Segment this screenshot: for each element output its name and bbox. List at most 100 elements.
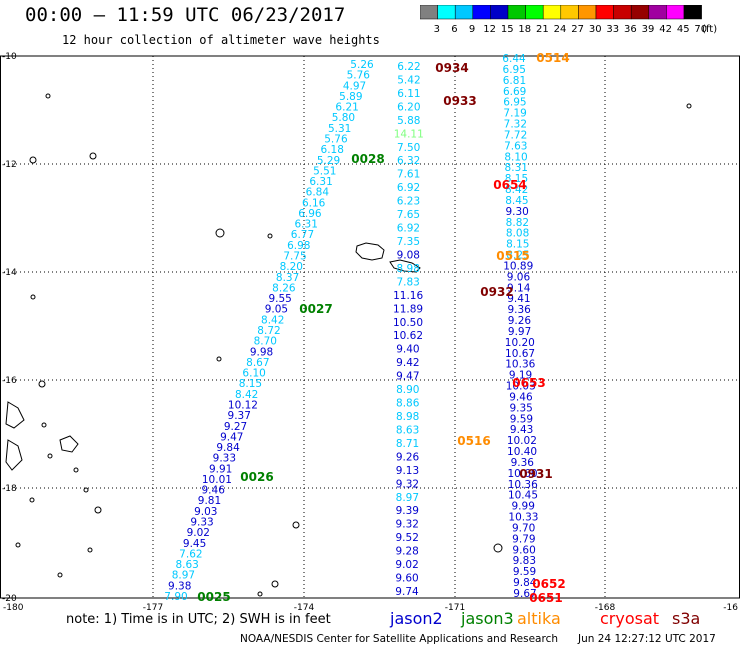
swh-value: 9.60 [395, 573, 418, 585]
swh-value: 9.84 [513, 577, 537, 589]
swh-value: 9.43 [510, 424, 533, 436]
pass-time-label: 0652 [532, 577, 565, 591]
swh-value: 9.46 [202, 485, 226, 497]
swh-value: 6.96 [298, 208, 322, 220]
island [47, 453, 53, 459]
swh-value: 9.26 [396, 451, 420, 463]
pass-time-label: 0651 [529, 591, 562, 605]
swh-value: 9.98 [250, 346, 273, 358]
island-fiji [5, 401, 25, 429]
swh-value: 9.41 [507, 293, 530, 305]
island [267, 233, 273, 239]
swh-value: 10.12 [228, 399, 258, 411]
swh-value: 9.59 [513, 566, 536, 578]
swh-value: 14.11 [394, 128, 424, 140]
colorbar: 3 6 9 12 15 18 21 24 27 30 33 36 39 42 45 70(ft) [420, 5, 717, 35]
swh-value: 8.98 [396, 411, 419, 423]
swh-value: 9.45 [183, 538, 206, 550]
swh-value: 7.72 [504, 129, 527, 141]
swh-value: 6.32 [397, 155, 420, 167]
swh-value: 6.84 [306, 187, 330, 199]
swh-value: 8.97 [396, 492, 419, 504]
swh-value: 7.50 [397, 142, 420, 154]
swh-value: 8.10 [504, 151, 527, 163]
swh-value: 6.16 [302, 197, 326, 209]
swh-value: 8.63 [175, 559, 198, 571]
swh-value: 9.59 [510, 413, 533, 425]
island [89, 152, 97, 160]
colorbar-label: 27 [571, 24, 584, 35]
satellite-tracks: 5.265.764.975.896.215.805.315.766.185.29… [164, 51, 569, 605]
swh-value: 6.81 [503, 75, 526, 87]
island [493, 543, 503, 553]
swh-value: 8.37 [276, 272, 299, 284]
x-tick-label: -171 [445, 603, 465, 613]
islands [5, 93, 692, 597]
y-tick-label: -20 [2, 594, 17, 604]
colorbar-label: 30 [589, 24, 602, 35]
swh-value: 9.28 [395, 546, 418, 558]
swh-value: 8.26 [272, 282, 296, 294]
swh-value: 6.69 [503, 86, 526, 98]
swh-value: 9.38 [168, 580, 191, 592]
swh-value: 9.37 [228, 410, 251, 422]
swh-value: 9.26 [508, 315, 532, 327]
pass-time-label: 0516 [457, 434, 490, 448]
swh-value: 7.32 [504, 119, 527, 131]
pass-time-label: 0654 [493, 178, 526, 192]
swh-value: 6.23 [397, 196, 420, 208]
legend-item-cryosat: cryosat [600, 609, 660, 628]
swh-value: 10.03 [506, 381, 536, 393]
swh-value: 9.33 [213, 453, 236, 465]
y-tick-label: -16 [2, 376, 17, 386]
swh-value: 9.36 [507, 304, 531, 316]
swh-value: 8.15 [505, 173, 528, 185]
swh-value: 10.40 [507, 446, 537, 458]
swh-value: 7.83 [396, 276, 419, 288]
pass-time-label: 0026 [240, 470, 273, 484]
swh-value: 8.90 [396, 384, 419, 396]
pass-time-label: 0932 [480, 285, 513, 299]
legend-item-jason3: jason3 [461, 609, 514, 628]
swh-value: 9.30 [505, 206, 528, 218]
island [45, 93, 51, 99]
island [29, 497, 35, 503]
swh-value: 7.19 [503, 108, 526, 120]
swh-value: 8.70 [254, 336, 277, 348]
swh-value: 11.16 [393, 290, 423, 302]
colorbar-label: (ft) [702, 24, 717, 35]
swh-value: 8.86 [396, 398, 420, 410]
swh-value: 8.63 [396, 424, 419, 436]
pass-time-label: 0025 [197, 590, 230, 604]
island [271, 580, 279, 588]
island [83, 487, 89, 493]
swh-value: 6.10 [242, 368, 265, 380]
colorbar-label: 21 [536, 24, 549, 35]
legend-item-s3a: s3a [672, 609, 701, 628]
swh-value: 5.51 [313, 165, 336, 177]
swh-value: 10.67 [505, 348, 535, 360]
swh-value: 6.44 [502, 53, 526, 65]
swh-value: 9.81 [198, 495, 221, 507]
y-tick-label: -12 [2, 160, 17, 170]
swh-value: 7.75 [283, 251, 306, 263]
colorbar-label: 70 [694, 24, 707, 35]
swh-value: 5.31 [328, 123, 351, 135]
swh-value: 9.27 [224, 421, 247, 433]
swh-value: 10.36 [508, 479, 538, 491]
grid [0, 55, 740, 599]
island [38, 380, 46, 388]
colorbar-label: 15 [501, 24, 514, 35]
axis-ticks: -180 -177 -174 -171 -168 -16 -10 -12 -14 -16 -18 -2… [2, 52, 738, 613]
plot-frame [0, 55, 740, 599]
swh-value: 9.79 [512, 533, 535, 545]
swh-value: 8.97 [172, 570, 195, 582]
swh-value: 9.02 [187, 527, 210, 539]
y-tick-label: -18 [2, 484, 17, 494]
island [87, 547, 93, 553]
swh-value: 9.91 [209, 463, 232, 475]
island [94, 506, 102, 514]
swh-value: 8.20 [280, 261, 303, 273]
y-tick-label: -10 [2, 52, 17, 62]
swh-value: 10.02 [507, 435, 537, 447]
